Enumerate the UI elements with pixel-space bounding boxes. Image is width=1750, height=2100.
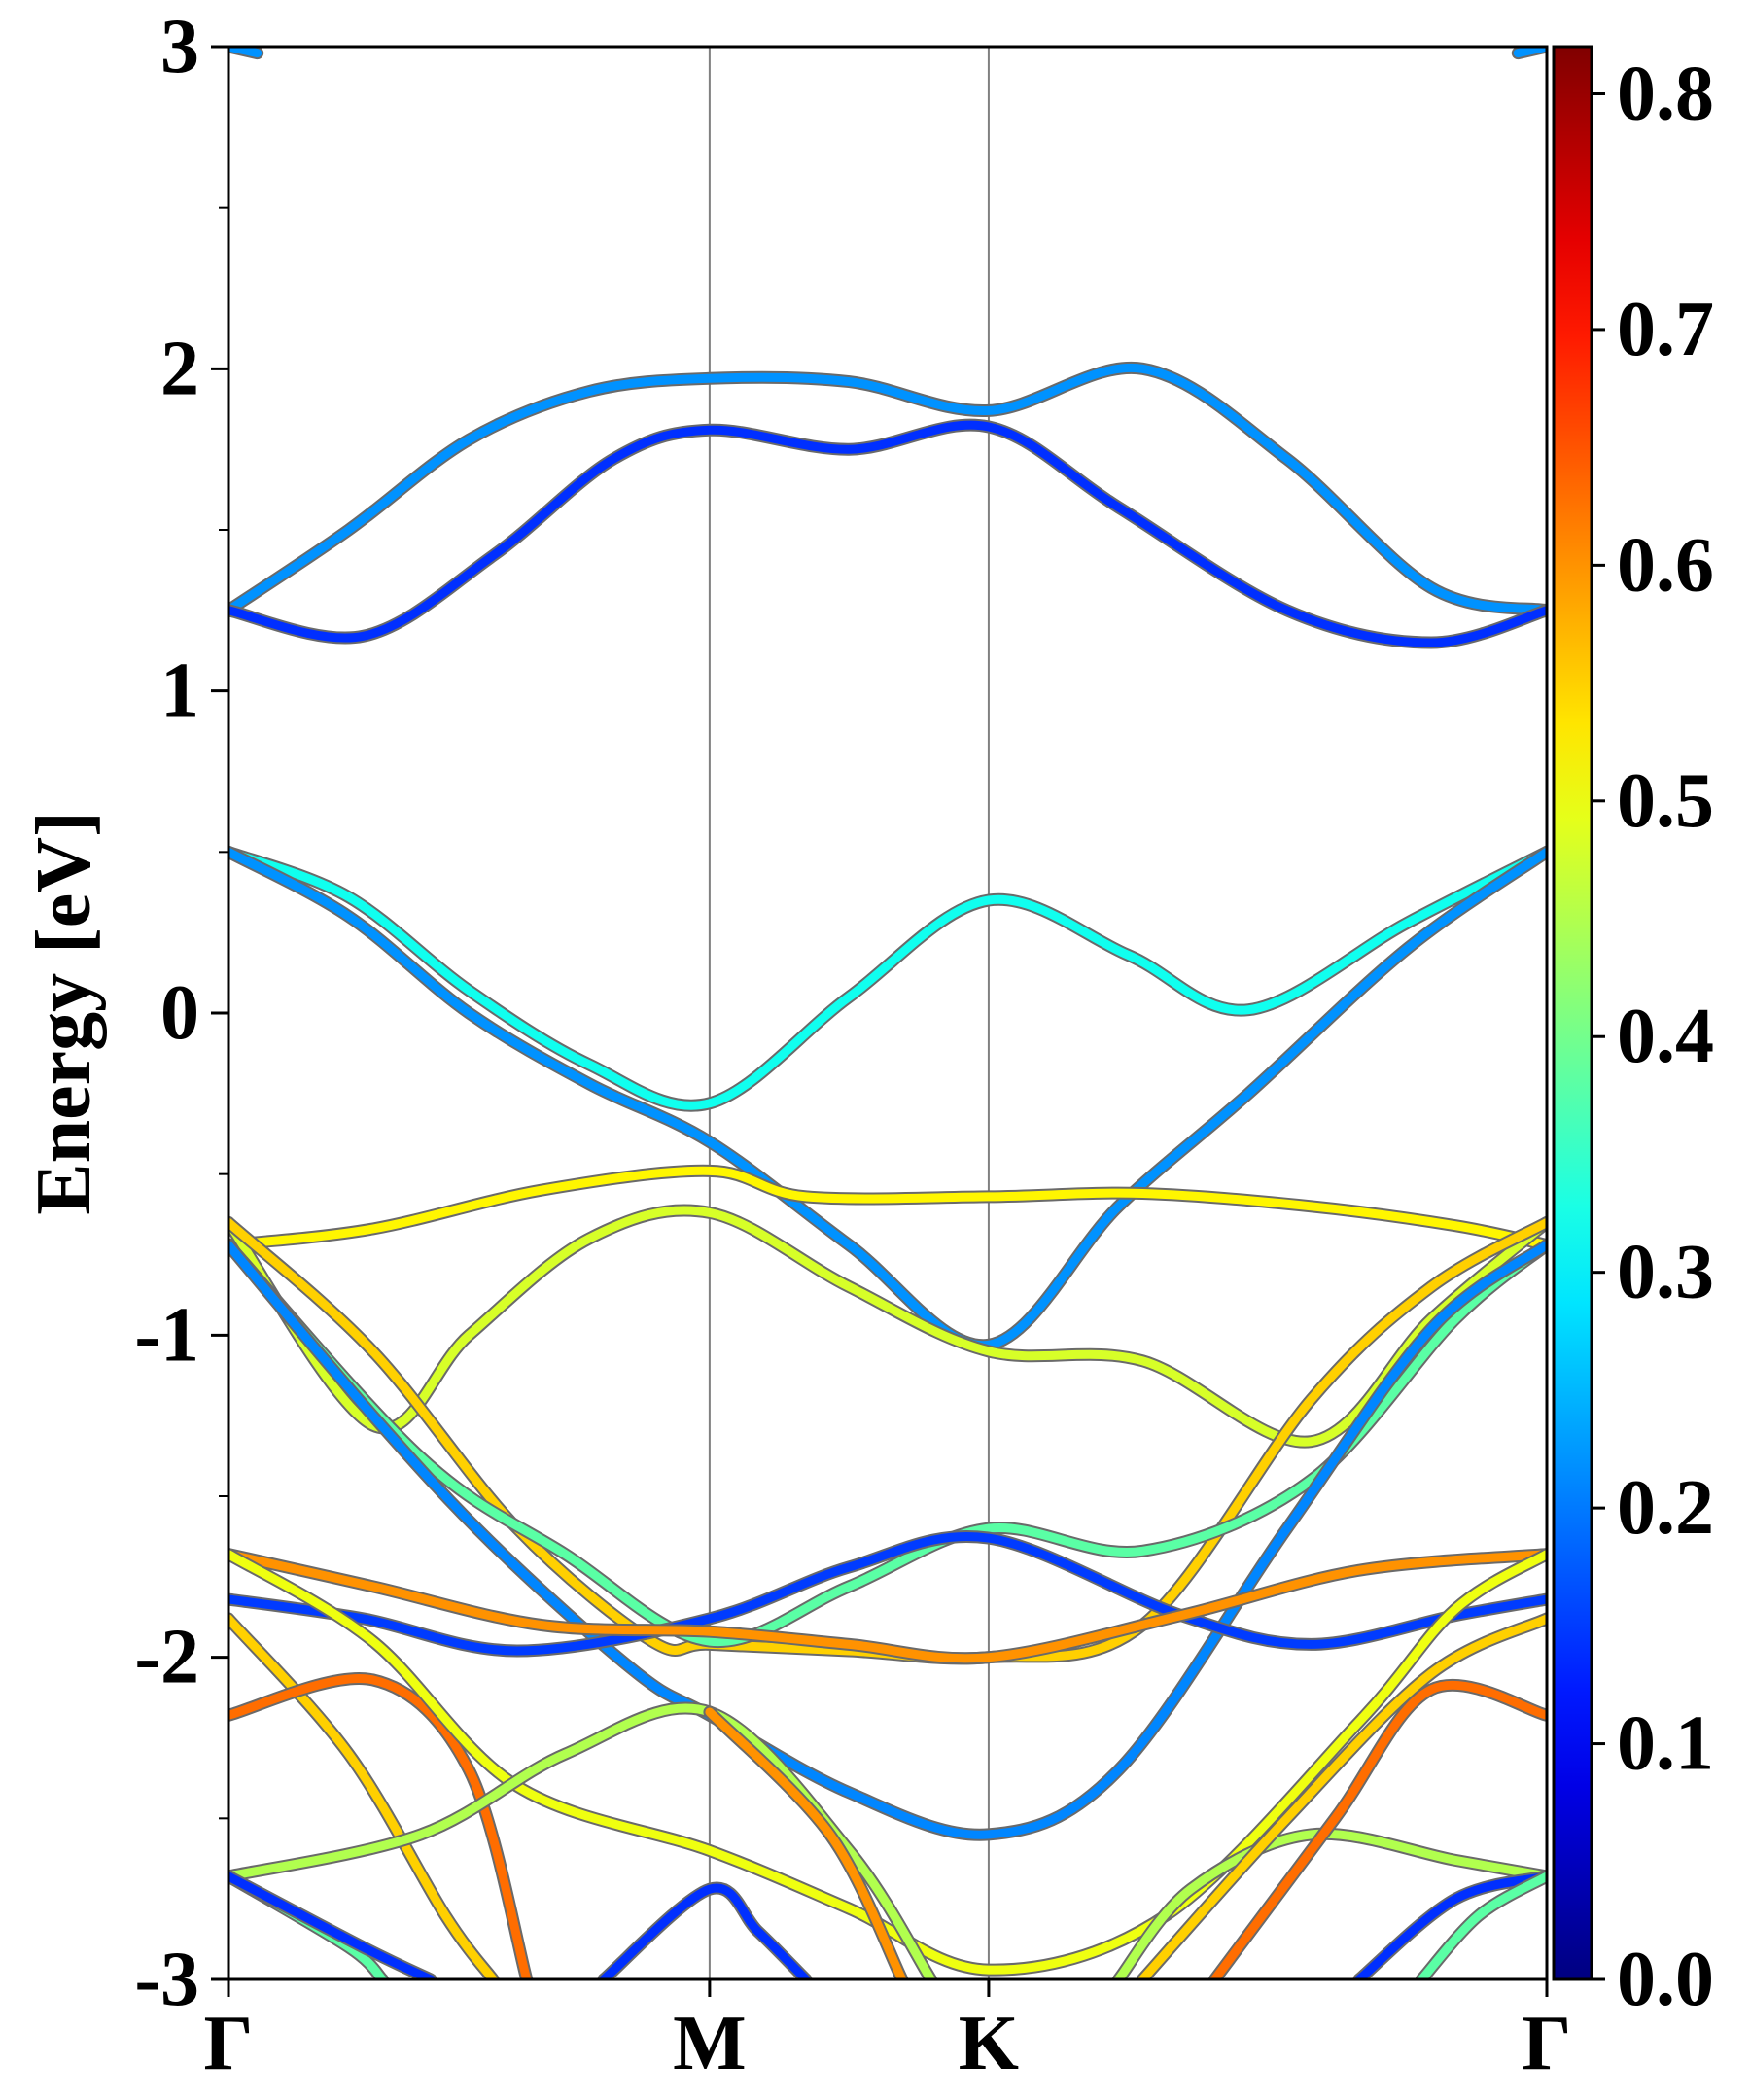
x-tick-label-3: Γ bbox=[1522, 2001, 1572, 2086]
colorbar-tick-label-3: 0.3 bbox=[1617, 1230, 1714, 1315]
colorbar-tick-label-1: 0.1 bbox=[1617, 1701, 1714, 1787]
band-outline-1 bbox=[228, 361, 1547, 617]
band-8 bbox=[228, 1241, 1547, 1647]
y-tick-label-1: 2 bbox=[160, 326, 199, 411]
band-23 bbox=[1354, 1872, 1547, 1979]
band-outline-13 bbox=[228, 1672, 534, 1979]
x-tick-label-0: Γ bbox=[204, 2001, 254, 2086]
band-22 bbox=[1210, 1680, 1547, 1979]
colorbar: 0.0 0.1 0.2 0.3 0.4 0.5 0.6 0.7 0.8 bbox=[1552, 45, 1714, 2022]
y-tick-label-5: -2 bbox=[134, 1615, 199, 1700]
y-axis: 3 2 1 0 -1 -2 -3 bbox=[134, 4, 228, 2022]
band-10 bbox=[228, 1531, 1547, 1656]
y-tick-label-0: 3 bbox=[160, 4, 199, 89]
colorbar-gradient bbox=[1552, 45, 1593, 1981]
band-21 bbox=[1138, 1614, 1547, 1979]
band-outline-4 bbox=[228, 845, 1547, 1352]
colorbar-tick-label-8: 0.8 bbox=[1617, 51, 1714, 136]
band-19 bbox=[599, 1883, 811, 1979]
band-15 bbox=[228, 1703, 935, 1979]
band-4 bbox=[228, 847, 1547, 1350]
colorbar-tick-label-7: 0.7 bbox=[1617, 287, 1714, 372]
band-outline-16 bbox=[703, 1705, 909, 1979]
colorbar-tick-label-6: 0.6 bbox=[1617, 522, 1714, 608]
colorbar-tick-label-2: 0.2 bbox=[1617, 1465, 1714, 1551]
x-tick-label-1: M bbox=[673, 2001, 747, 2086]
x-tick-label-2: K bbox=[959, 2001, 1019, 2086]
band-20 bbox=[1114, 1829, 1547, 1979]
band-12 bbox=[228, 1614, 498, 1979]
band-11 bbox=[228, 1550, 1547, 1663]
colorbar-tick-label-0: 0.0 bbox=[1617, 1937, 1714, 2022]
band-2 bbox=[228, 420, 1547, 648]
band-24 bbox=[1417, 1872, 1547, 1979]
band-9 bbox=[228, 1241, 1547, 1839]
band-13 bbox=[228, 1674, 532, 1979]
y-tick-label-3: 0 bbox=[160, 970, 199, 1056]
band-1 bbox=[228, 363, 1547, 615]
kpoint-gridlines bbox=[708, 47, 990, 1979]
colorbar-tick-label-5: 0.5 bbox=[1617, 758, 1714, 844]
bands bbox=[228, 47, 1547, 1979]
y-axis-label: Energy [eV] bbox=[21, 811, 107, 1214]
y-tick-label-2: 1 bbox=[160, 648, 199, 734]
colorbar-tick-label-4: 0.4 bbox=[1617, 994, 1714, 1079]
y-tick-label-6: -3 bbox=[134, 1937, 199, 2022]
band-3 bbox=[228, 847, 1547, 1110]
y-tick-label-4: -1 bbox=[134, 1292, 199, 1378]
band-5 bbox=[228, 1166, 1547, 1250]
band-18 bbox=[228, 1872, 436, 1979]
band-16 bbox=[705, 1707, 907, 1979]
band-outline-19 bbox=[597, 1881, 813, 1979]
